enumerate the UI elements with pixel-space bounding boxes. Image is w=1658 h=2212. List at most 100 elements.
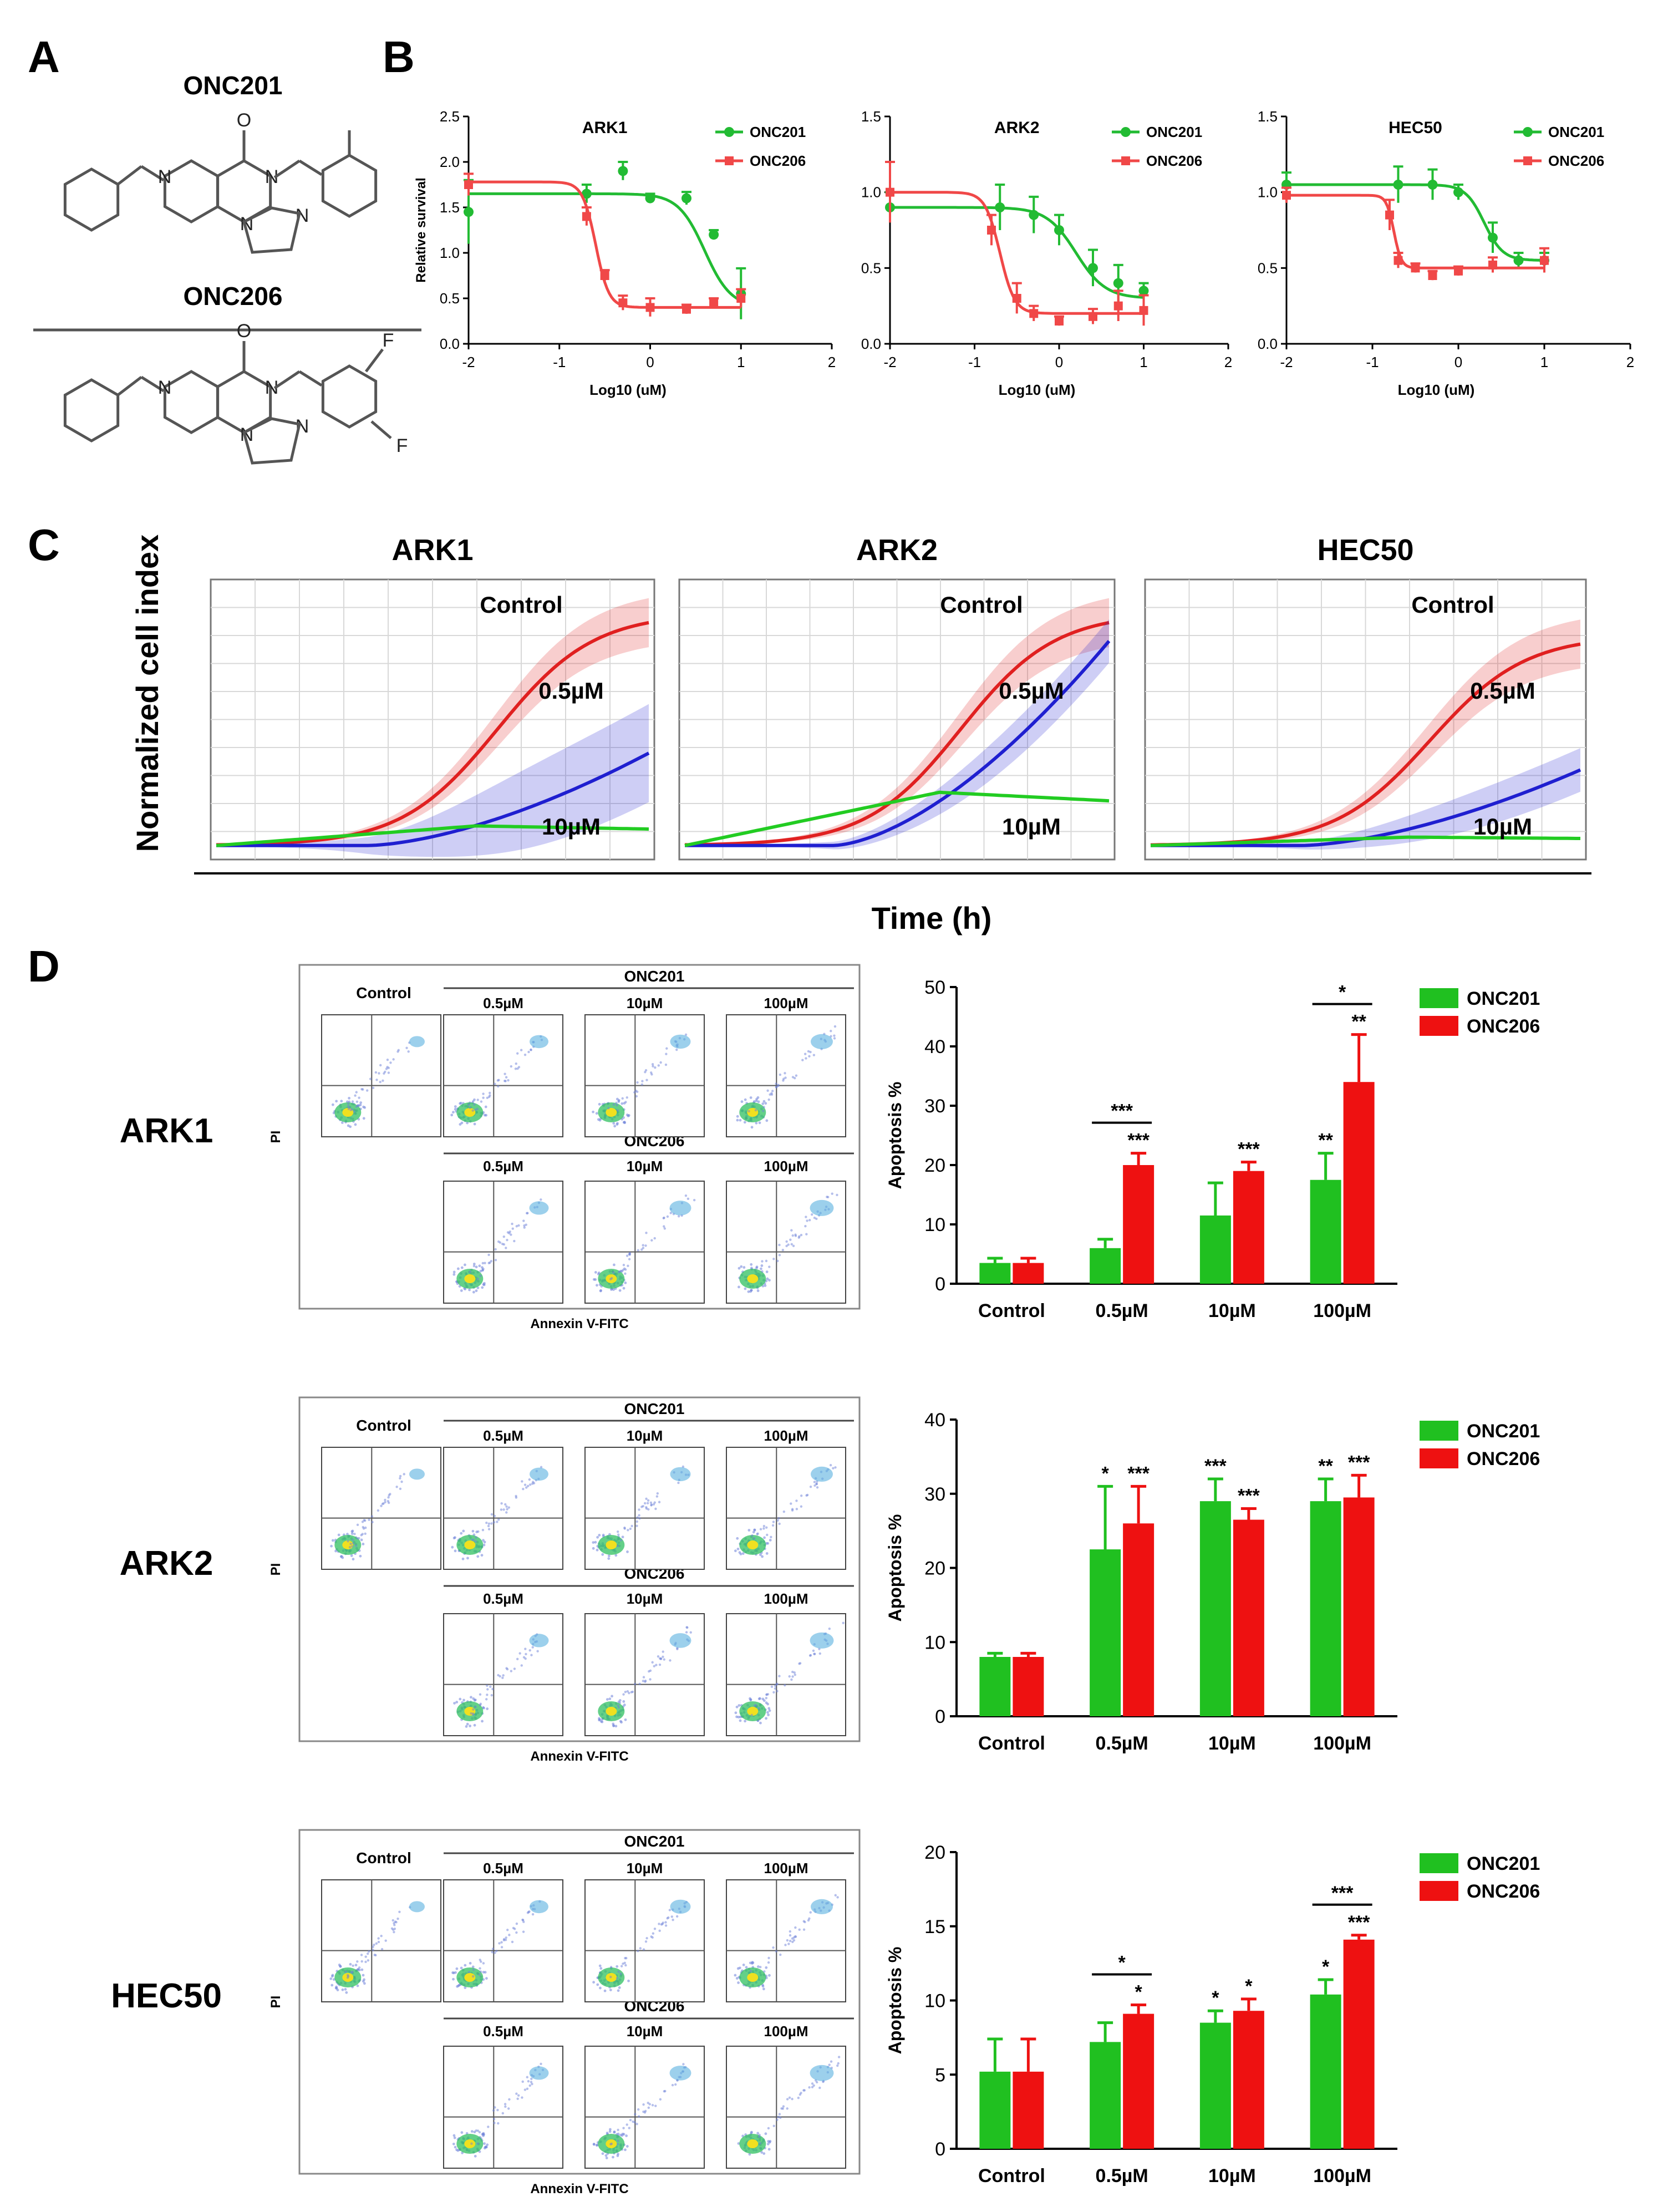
dot [357,1104,359,1107]
dot [617,2153,619,2155]
dot [767,2127,770,2130]
dot [506,1667,509,1671]
bar-onc206 [1233,1519,1264,1716]
dot [789,1934,792,1937]
dot [485,1521,488,1524]
dot [792,1244,795,1248]
flow-concentration-label: 0.5µM [483,1427,523,1444]
legend-label: ONC201 [750,124,806,140]
dot [493,2122,496,2124]
late-apoptotic-population [670,1034,691,1049]
dot [765,1697,768,1700]
dot [487,1253,490,1257]
flow-concentration-label: 100µM [764,995,808,1011]
dot [764,2132,767,2135]
dot [617,1533,620,1536]
x-tick-label: 1 [1540,354,1548,370]
data-point-onc201 [1113,278,1123,288]
dot [668,1909,672,1911]
dot [766,1089,769,1092]
dot [756,2132,760,2135]
late-apoptotic-population [811,1899,833,1914]
dot [536,1650,539,1652]
dot [809,1911,812,1914]
dot [658,1501,661,1503]
x-axis-label: Log10 (uM) [1398,382,1475,398]
significance-marker: *** [1127,1463,1150,1484]
dot [491,1951,494,1954]
dot [497,1085,500,1088]
flow-dot-plot: 100µM [726,2023,846,2169]
dot [786,1939,789,1942]
significance-marker: * [1245,1976,1253,1997]
dot [625,1254,629,1257]
dot [639,1947,642,1950]
comparison-significance: * [1118,1952,1126,1974]
dot [359,1554,362,1558]
dot [384,1939,387,1942]
dot [465,1725,468,1728]
dot [335,1100,338,1103]
late-apoptotic-population [529,1634,549,1647]
dot [792,1939,796,1942]
dot [470,1712,472,1715]
dot [645,1079,648,1081]
dot [367,1952,369,1955]
x-tick-label: -2 [462,354,475,370]
label-high-dose: 10µM [1002,813,1061,840]
apoptosis-row-hec50: HEC50 Control ONC201 ONC206 PI Annexin V-FITC… [111,1829,1540,2196]
dot [759,1721,762,1725]
dot [607,1107,610,1110]
dot [598,1964,602,1967]
flow-dot-plot: 0.5µM [443,1860,563,2002]
dot [774,1687,777,1690]
dot [761,1555,764,1558]
flow-dot-plot: 0.5µM [443,995,563,1137]
dot [474,1705,477,1708]
dot [486,1684,489,1687]
dot [618,1986,621,1989]
flow-concentration-label: 10µM [627,995,663,1011]
dot [372,1949,374,1951]
dot [489,1261,491,1264]
legend-swatch-onc206 [1420,1881,1458,1901]
dot [622,1700,625,1703]
data-point-onc206 [1385,210,1394,220]
dot [485,1113,488,1117]
error-band-control [216,598,649,846]
dot [462,1529,465,1533]
dot [826,1196,828,1198]
dot [779,1953,782,1956]
x-tick-label: 1 [737,354,745,370]
dot [752,1530,755,1534]
dot [362,1117,365,1120]
dot [775,1082,777,1085]
flow-concentration-label: 10µM [627,1427,663,1444]
dot [489,1685,492,1688]
dot [686,1197,690,1201]
flow-dot-plot: 10µM [584,1590,705,1736]
y-tick-label: 30 [924,1484,945,1505]
dot [629,1527,632,1530]
dot [791,1234,794,1237]
dot [521,1480,523,1483]
dot [481,1262,484,1265]
dot [487,1522,491,1525]
dot [331,1539,334,1542]
dot [761,1270,764,1273]
dot [475,1265,478,1269]
dot [460,2131,464,2134]
dot [762,1527,765,1530]
dot [803,1052,807,1055]
dot [613,2130,616,2133]
dot [472,1713,475,1716]
dot [528,1483,532,1486]
panel-label-a: A [28,32,60,82]
dot [649,1678,652,1681]
dot [760,1267,762,1270]
dot [645,1937,648,1940]
dot [745,1966,748,1969]
dot [387,1071,390,1074]
dot [391,1919,394,1922]
